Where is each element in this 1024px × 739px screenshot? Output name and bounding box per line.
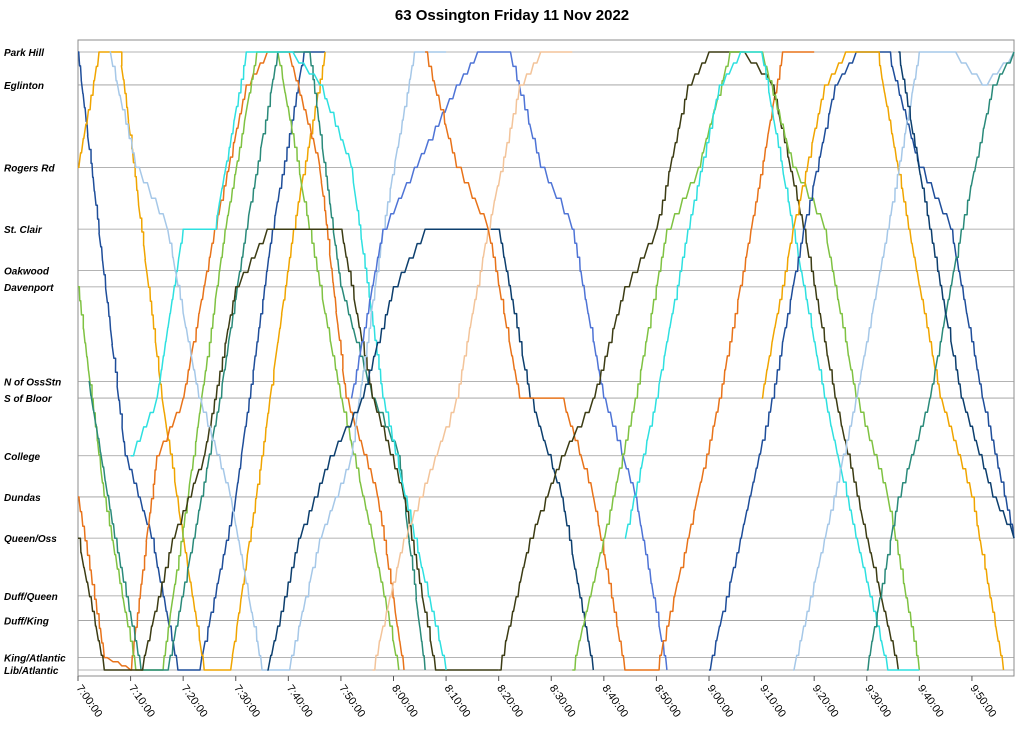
trip-series-line [267,228,595,671]
stop-label: Park Hill [4,48,44,59]
x-tick-label: 7:00:00 [74,683,105,720]
stop-label: Duff/King [4,617,49,628]
trip-series-line [78,51,400,671]
trip-series-line [77,51,326,671]
trip-series [77,51,1015,671]
stop-label: Rogers Rd [4,163,55,174]
stop-label: Duff/Queen [4,592,58,603]
x-tick-label: 9:20:00 [810,683,841,720]
stop-label: Dundas [4,493,41,504]
stop-label: N of OssStn [4,378,61,389]
trip-series-line [425,51,815,671]
trip-series-line [898,51,1015,539]
trip-series-line [88,51,426,671]
x-tick-label: 8:20:00 [494,683,525,720]
x-tick-label: 9:00:00 [705,683,736,720]
stop-labels: Park Hill Eglinton Rogers Rd St. Clair Oakwo… [4,48,66,677]
stop-label: Davenport [4,283,54,294]
stop-label: St. Clair [4,225,43,236]
x-tick-label: 7:40:00 [284,683,315,720]
trip-series-line [761,51,1005,671]
x-tick-label: 7:30:00 [231,683,262,720]
x-tick-label: 9:30:00 [862,683,893,720]
trip-series-line [498,51,900,671]
stop-label: Queen/Oss [4,534,57,545]
x-tick-label: 8:40:00 [599,683,630,720]
x-tick-label: 8:30:00 [547,683,578,720]
x-tick-label: 7:10:00 [126,683,157,720]
stop-label: Lib/Atlantic [4,666,59,677]
trip-series-line [793,51,1015,671]
x-tick-label: 8:00:00 [389,683,420,720]
x-tick-label: 8:50:00 [652,683,683,720]
x-tick-label: 8:10:00 [442,683,473,720]
x-tick-label: 7:20:00 [179,683,210,720]
x-tick-label: 7:50:00 [336,683,367,720]
trip-series-line [624,51,920,671]
stop-label: S of Bloor [4,394,53,405]
trip-series-line [78,228,499,671]
trip-series-line [709,51,1015,671]
trip-series-line [866,51,1015,671]
stop-label: Oakwood [4,266,50,277]
trip-series-line [109,51,447,671]
trip-series-line [350,51,668,671]
x-tick-label: 9:40:00 [915,683,946,720]
trip-series-line [372,51,573,671]
chart-title: 63 Ossington Friday 11 Nov 2022 [394,7,630,24]
trip-series-line [130,51,447,671]
x-axis-ticks: 7:00:00 7:10:00 7:20:00 7:30:00 7:40:00 7:50:… [74,676,998,720]
stop-label: College [4,452,41,463]
x-tick-label: 9:10:00 [757,683,788,720]
stop-label: Eglinton [4,81,44,92]
x-tick-label: 9:50:00 [967,683,998,720]
stop-label: King/Atlantic [4,654,66,665]
